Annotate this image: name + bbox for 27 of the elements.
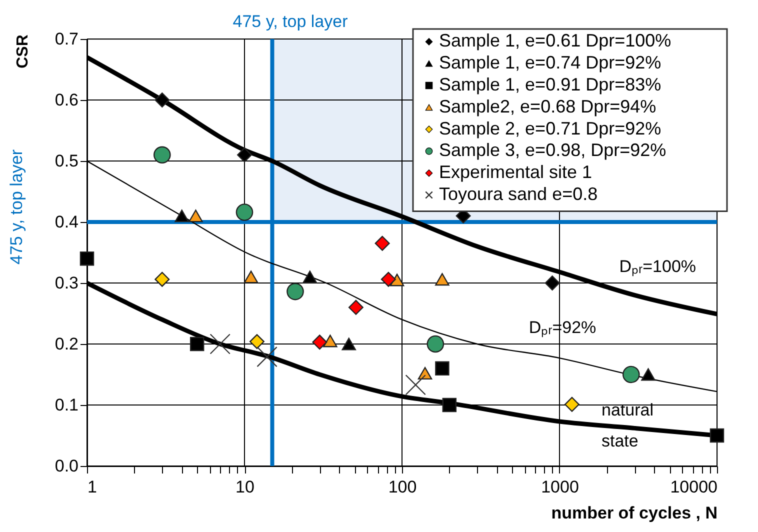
y-tick-label: 0.6 [54,90,78,110]
x-tick-label: 1000 [541,478,579,496]
legend-label: Sample 3, e=0.98, Dpr=92% [439,140,666,160]
ref-line-label: 475 y, top layer [232,12,348,31]
y-tick-label: 0.5 [54,152,78,170]
x-tick-label: 10 [236,478,254,496]
x-axis-title: number of cycles , N [551,504,718,522]
y-tick-label: 0.4 [54,212,78,232]
legend-label: Sample2, e=0.68 Dpr=94% [439,96,656,116]
y-axis-title: CSR [14,34,32,68]
legend-label: Sample 1, e=0.61 Dpr=100% [439,30,672,51]
legend-label: Sample 2, e=0.71 Dpr=92% [439,118,662,138]
series-label: natural state [602,400,654,450]
x-tick-label: 10000 [670,478,718,496]
ref-line-label: 475 y, top layer [7,149,26,264]
y-tick-label: 0.0 [54,456,78,476]
series-label: Dₚᵣ=100% [619,257,696,278]
y-tick-label: 0.3 [54,274,78,292]
x-tick-label: 1 [88,478,97,496]
y-tick-label: 0.1 [54,396,78,414]
legend-label: Sample 1, e=0.74 Dpr=92% [439,52,662,73]
legend-label: Experimental site 1 [439,162,592,182]
legend-label: Sample 1, e=0.91 Dpr=83% [439,74,662,94]
x-tick-label: 100 [388,478,417,496]
legend-label: Toyoura sand e=0.8 [439,184,598,204]
y-tick-label: 0.7 [54,30,78,48]
y-tick-label: 0.2 [54,334,78,354]
